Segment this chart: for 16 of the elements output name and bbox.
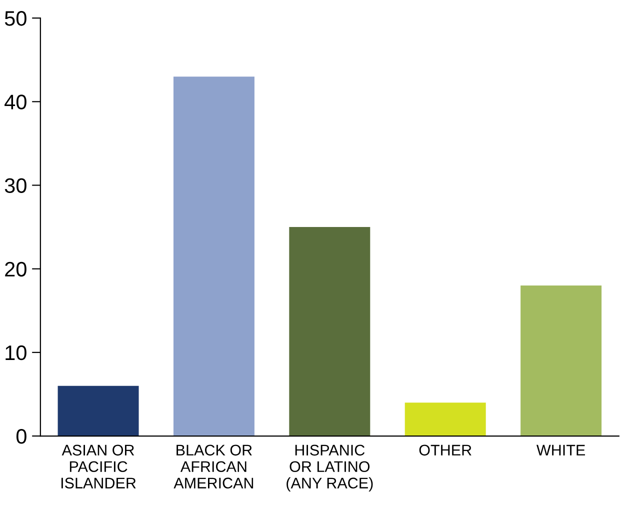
x-tick-label: HISPANIC OR LATINO (ANY RACE) bbox=[286, 444, 373, 492]
x-tick-label: OTHER bbox=[419, 444, 472, 456]
x-tick-label: WHITE bbox=[536, 444, 585, 456]
x-tick-label: BLACK OR AFRICAN AMERICAN bbox=[174, 444, 254, 488]
bar bbox=[520, 286, 602, 436]
bar bbox=[173, 76, 254, 436]
x-tick-label: ASIAN OR PACIFIC ISLANDER bbox=[61, 444, 136, 488]
y-tick-label: 20 bbox=[5, 262, 26, 277]
bar bbox=[58, 386, 139, 436]
y-tick-label: 50 bbox=[4, 11, 26, 26]
bar bbox=[404, 402, 486, 436]
y-tick-label: 10 bbox=[6, 345, 26, 360]
y-tick-label: 40 bbox=[4, 94, 26, 110]
y-tick-label: 0 bbox=[16, 429, 26, 444]
bar bbox=[289, 227, 370, 436]
y-tick-label: 30 bbox=[4, 178, 26, 193]
